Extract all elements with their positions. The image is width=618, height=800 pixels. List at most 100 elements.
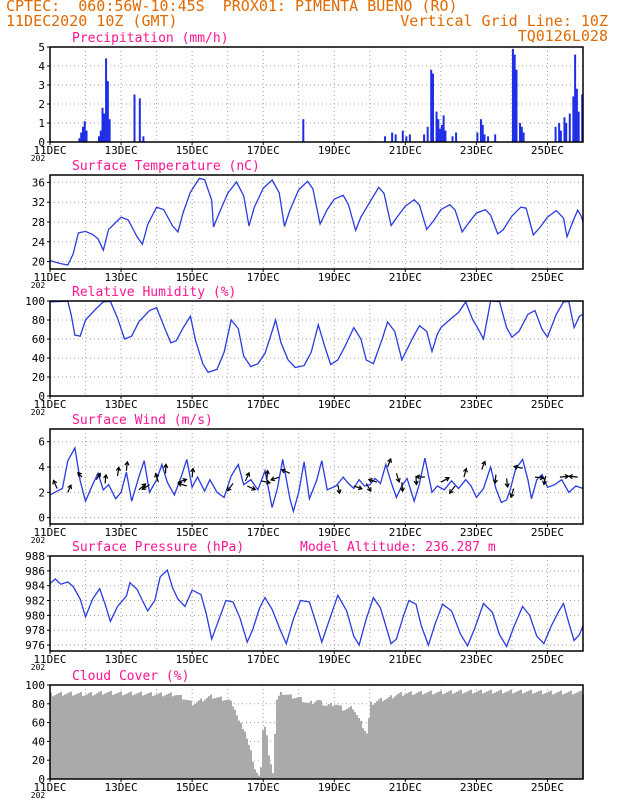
cloud-bar: [256, 772, 258, 779]
x-tick-label: 15DEC: [176, 398, 209, 411]
y-tick-label: 3: [38, 79, 45, 92]
cloud-bar: [386, 698, 388, 779]
cloud-bar: [356, 715, 358, 779]
cloud-bar: [100, 690, 102, 779]
cloud-bar: [302, 702, 304, 779]
cloud-bar: [264, 726, 266, 779]
cloud-bar: [94, 694, 96, 779]
y-tick-label: 40: [32, 352, 45, 365]
cloud-bar: [354, 712, 356, 779]
cloud-bar: [218, 697, 220, 779]
cloud-bar: [574, 693, 576, 779]
wind-arrow: [367, 478, 378, 483]
cloud-bar: [446, 692, 448, 779]
cloud-bar: [350, 706, 352, 779]
cloud-bar: [158, 693, 160, 779]
x-year-label: 202: [31, 154, 46, 163]
y-tick-label: 0: [38, 136, 45, 149]
cloud-bar: [274, 733, 276, 779]
x-year-label: 202: [31, 408, 46, 417]
wind-arrow: [462, 467, 468, 478]
cloud-bar: [204, 699, 206, 779]
wind-arrow: [336, 484, 342, 495]
cloud-bar: [510, 689, 512, 779]
wind-arrow: [261, 479, 272, 485]
precip-bar: [494, 134, 497, 142]
cloud-bar: [166, 694, 168, 779]
cloud-bar: [424, 693, 426, 779]
cloud-bar: [224, 700, 226, 779]
wind-arrow: [77, 471, 83, 478]
wind-arrow: [154, 472, 160, 483]
wind-arrow: [353, 485, 364, 491]
x-tick-label: 25DEC: [531, 398, 564, 411]
cloud-bar: [344, 710, 346, 779]
wind-arrow: [138, 483, 147, 491]
cloud-bar: [468, 690, 470, 779]
cloud-bar: [540, 690, 542, 779]
precip-bar: [435, 111, 438, 142]
cloud-bar: [470, 689, 472, 779]
x-tick-label: 23DEC: [460, 653, 493, 666]
cloud-bar: [190, 700, 192, 779]
precip-bar: [577, 111, 580, 142]
precip-bar: [99, 130, 102, 142]
y-tick-label: 982: [25, 595, 45, 608]
cloud-bar: [162, 696, 164, 779]
cloud-bar: [260, 767, 262, 779]
cloud-bar: [334, 704, 336, 779]
x-tick-label: 21DEC: [389, 144, 422, 157]
cloud-bar: [544, 693, 546, 779]
cloud-bar: [548, 691, 550, 779]
cloud-bar: [492, 693, 494, 779]
wind-arrow: [177, 481, 187, 487]
x-tick-label: 15DEC: [176, 781, 209, 794]
cloud-bar: [280, 692, 282, 779]
cloud-bar: [568, 691, 570, 779]
cloud-bar: [118, 692, 120, 779]
cloud-bar: [164, 695, 166, 779]
cloud-bar: [52, 696, 54, 779]
precip-bar: [440, 124, 443, 142]
cloud-bar: [566, 692, 568, 779]
y-tick-label: 5: [38, 41, 45, 54]
cloud-bar: [438, 691, 440, 779]
cloud-bar: [124, 694, 126, 779]
x-tick-label: 23DEC: [460, 781, 493, 794]
precip-bar: [568, 113, 571, 142]
y-tick-label: 24: [32, 236, 46, 249]
precip-bar: [522, 132, 525, 142]
precip-bar: [559, 130, 562, 142]
precip-bar: [455, 132, 458, 142]
cloud-bar: [212, 698, 214, 779]
cloud-bar: [206, 697, 208, 779]
cloud-title: Cloud Cover (%): [72, 669, 189, 684]
cloud-bar: [304, 702, 306, 779]
temp-series-line: [49, 177, 584, 266]
plot-frame: [49, 428, 584, 525]
rh-title: Relative Humidity (%): [72, 285, 236, 300]
precip-bar: [515, 69, 518, 142]
cloud-bar: [550, 690, 552, 779]
temp-title: Surface Temperature (nC): [72, 159, 260, 174]
pressure-title: Surface Pressure (hPa): [72, 540, 244, 555]
cloud-bar: [292, 698, 294, 779]
cloud-bar: [338, 705, 340, 779]
cloud-bar: [216, 697, 218, 779]
cloud-bar: [476, 691, 478, 779]
x-tick-label: 13DEC: [105, 653, 138, 666]
cloud-bar: [536, 691, 538, 779]
precip-bar: [142, 136, 145, 142]
cloud-bar: [284, 694, 286, 779]
cloud-bar: [402, 695, 404, 779]
cloud-bar: [372, 704, 374, 779]
header-model-id: TQ0126L028: [517, 27, 608, 45]
cloud-bar: [538, 691, 540, 779]
x-tick-label: 19DEC: [318, 653, 351, 666]
cloud-bar: [416, 692, 418, 779]
cloud-bar: [332, 706, 334, 779]
wind-arrow: [448, 485, 456, 495]
cloud-bar: [534, 692, 536, 779]
cloud-bar: [258, 775, 260, 779]
cloud-bar: [432, 694, 434, 779]
